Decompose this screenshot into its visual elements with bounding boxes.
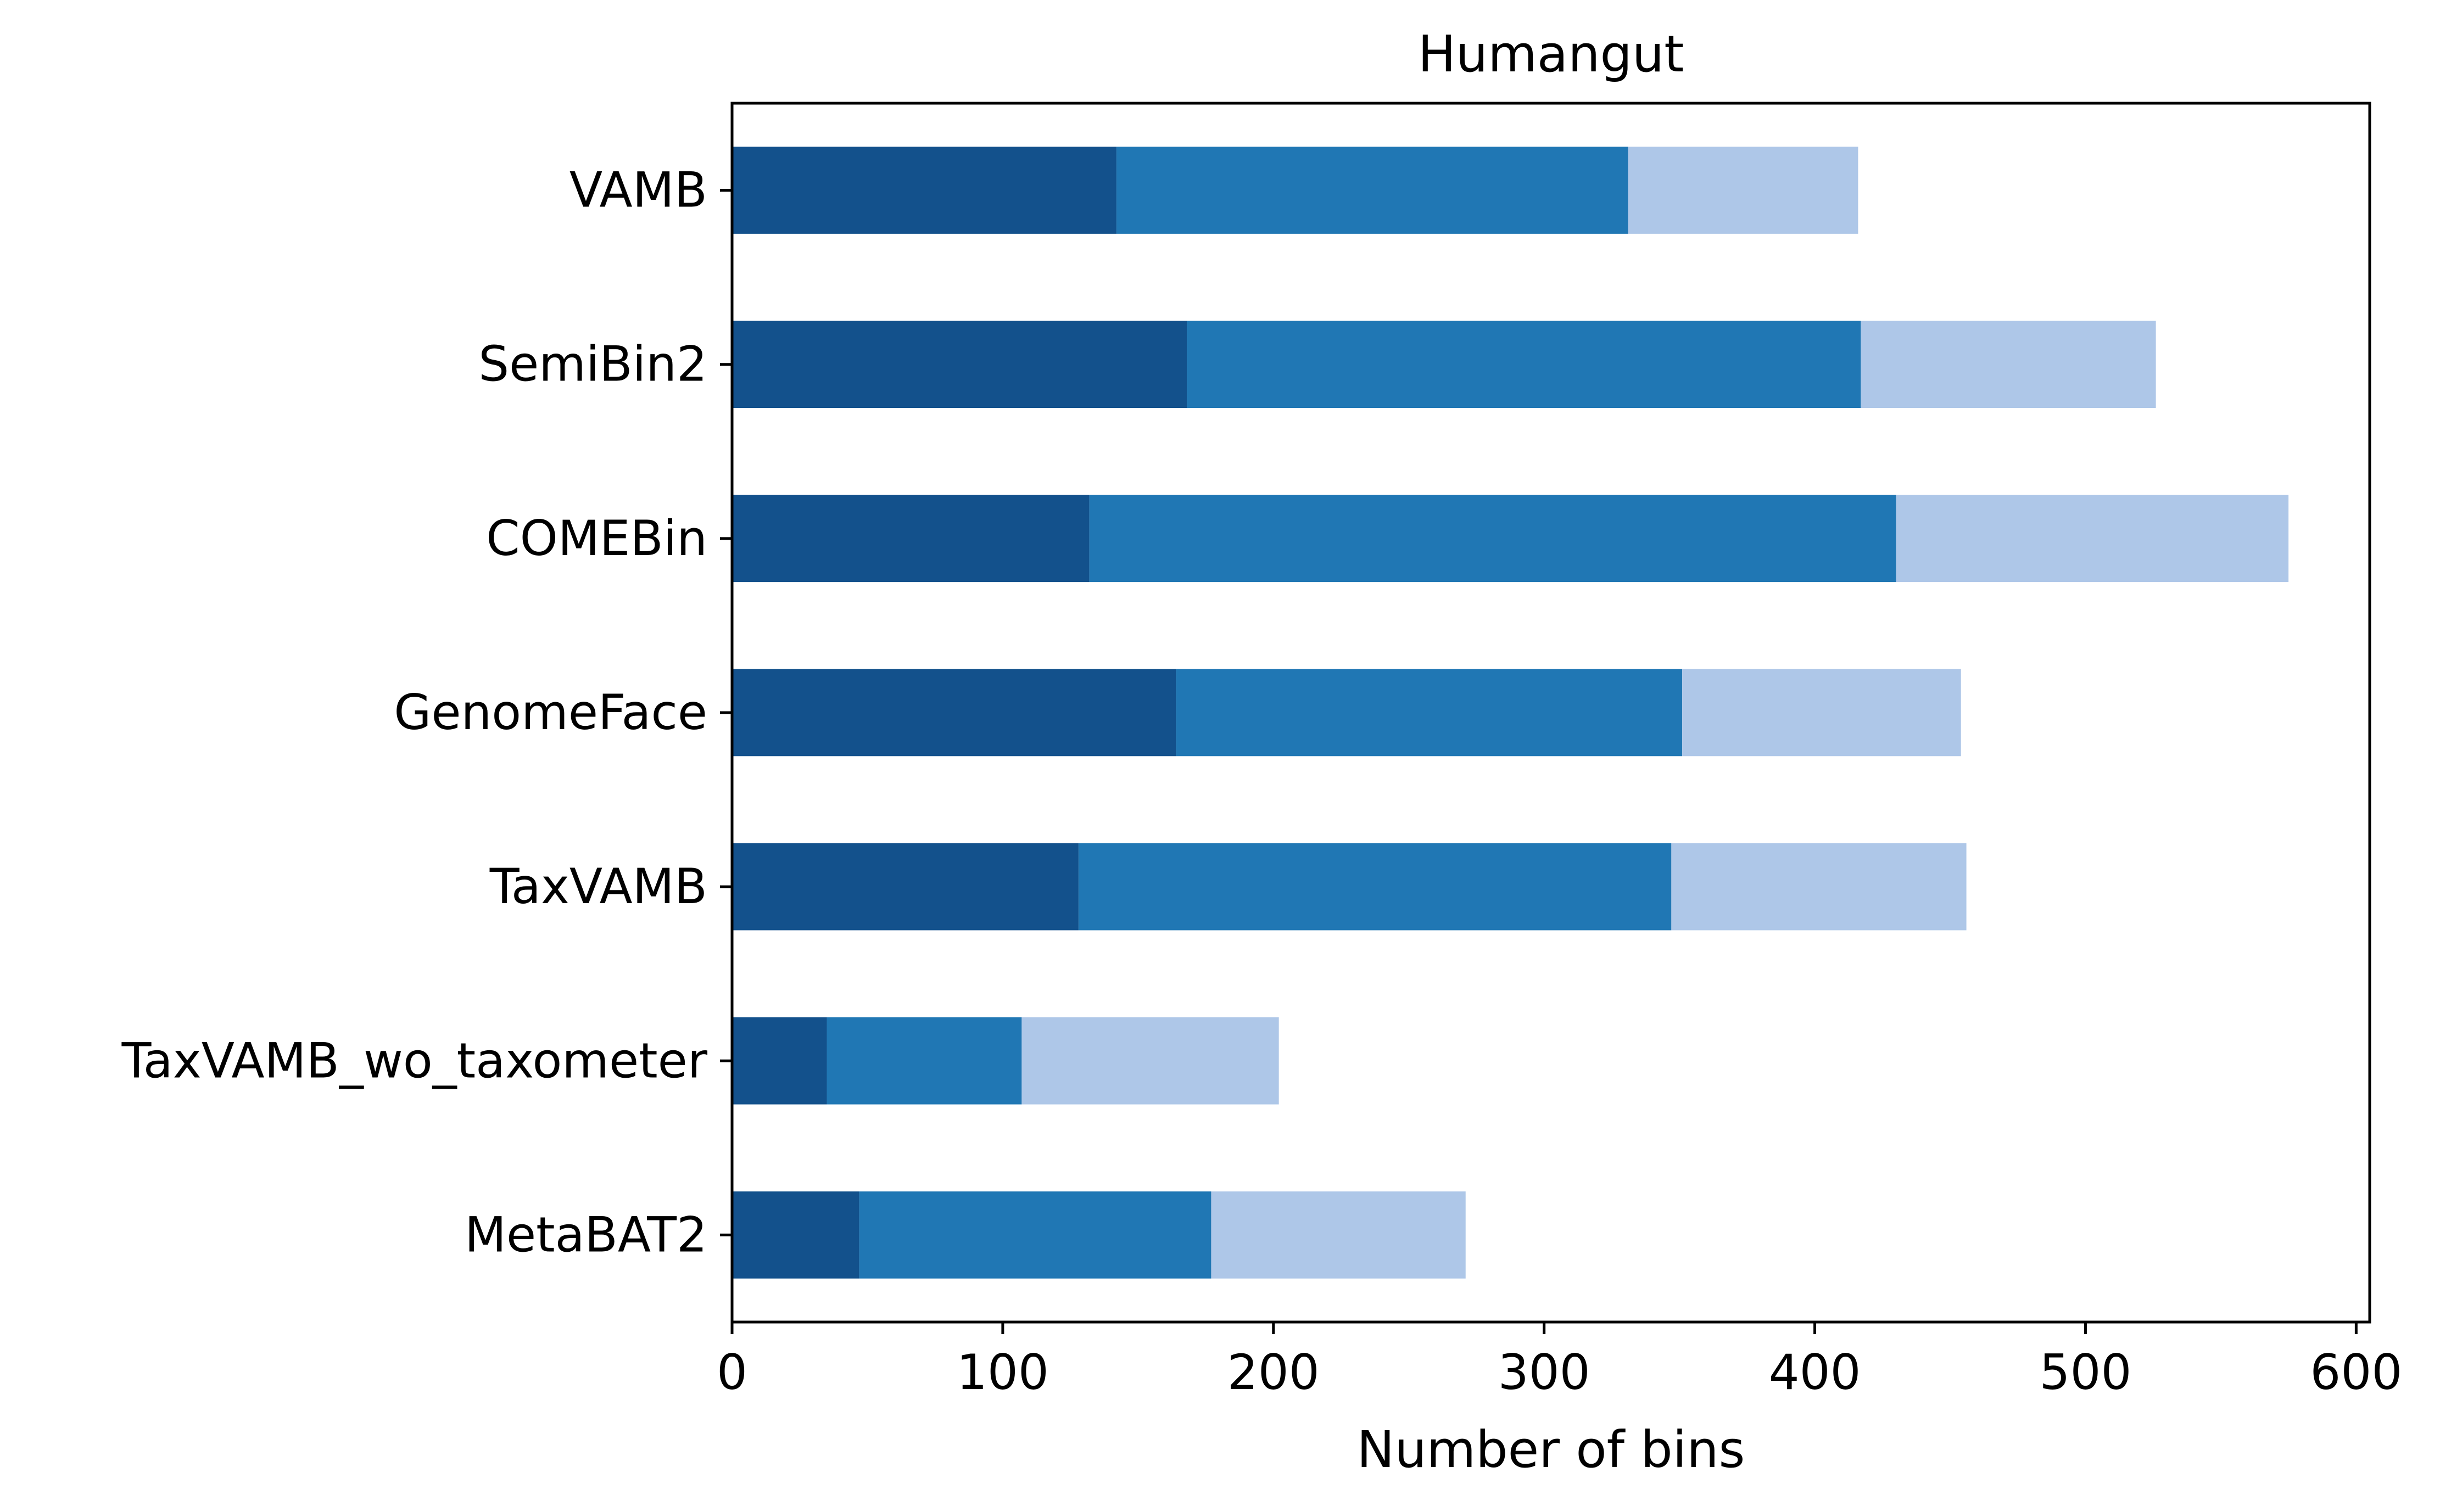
bar-segment-3-vamb bbox=[1628, 147, 1858, 234]
bar-segment-1-taxvamb bbox=[732, 843, 1079, 931]
y-tick-label: SemiBin2 bbox=[478, 336, 707, 393]
x-tick-label: 200 bbox=[1227, 1344, 1320, 1401]
x-tick-label: 100 bbox=[957, 1344, 1049, 1401]
bars-layer bbox=[732, 147, 2289, 1279]
bar-segment-3-taxvamb bbox=[1671, 843, 1967, 931]
bar-segment-3-genomeface bbox=[1682, 669, 1961, 757]
y-tick-label: VAMB bbox=[569, 162, 707, 219]
bar-segment-3-comebin bbox=[1896, 495, 2289, 583]
bar-segment-1-metabat2 bbox=[732, 1191, 859, 1279]
bar-segment-3-metabat2 bbox=[1211, 1191, 1466, 1279]
x-axis-title: Number of bins bbox=[1357, 1420, 1745, 1479]
bar-segment-2-genomeface bbox=[1176, 669, 1683, 757]
bar-segment-2-comebin bbox=[1089, 495, 1896, 583]
x-tick-label: 500 bbox=[2039, 1344, 2131, 1401]
y-tick-label: GenomeFace bbox=[394, 684, 707, 741]
bar-segment-2-taxvamb_wo_taxometer bbox=[827, 1017, 1022, 1105]
bar-segment-3-semibin2 bbox=[1861, 321, 2156, 408]
bar-segment-2-taxvamb bbox=[1078, 843, 1672, 931]
bar-segment-2-metabat2 bbox=[859, 1191, 1211, 1279]
bar-segment-1-taxvamb_wo_taxometer bbox=[732, 1017, 827, 1105]
bar-segment-1-vamb bbox=[732, 147, 1116, 234]
x-tick-label: 400 bbox=[1769, 1344, 1861, 1401]
y-tick-label: MetaBAT2 bbox=[465, 1206, 707, 1263]
x-tick-label: 300 bbox=[1498, 1344, 1590, 1401]
y-tick-label: COMEBin bbox=[486, 510, 707, 567]
bar-segment-2-semibin2 bbox=[1187, 321, 1861, 408]
y-tick-label: TaxVAMB_wo_taxometer bbox=[121, 1032, 708, 1089]
x-tick-label: 600 bbox=[2310, 1344, 2402, 1401]
bar-segment-3-taxvamb_wo_taxometer bbox=[1021, 1017, 1279, 1105]
bar-segment-1-semibin2 bbox=[732, 321, 1187, 408]
bar-segment-1-comebin bbox=[732, 495, 1090, 583]
x-axis: 0 100 200 300 400 500 600 bbox=[717, 1322, 2402, 1401]
bar-segment-2-vamb bbox=[1116, 147, 1628, 234]
x-tick-label: 0 bbox=[717, 1344, 747, 1401]
y-tick-label: TaxVAMB bbox=[489, 858, 707, 915]
y-axis: VAMB SemiBin2 COMEBin GenomeFace TaxVAMB TaxV… bbox=[121, 162, 732, 1263]
chart-title: Humangut bbox=[1418, 25, 1684, 83]
bar-segment-1-genomeface bbox=[732, 669, 1176, 757]
